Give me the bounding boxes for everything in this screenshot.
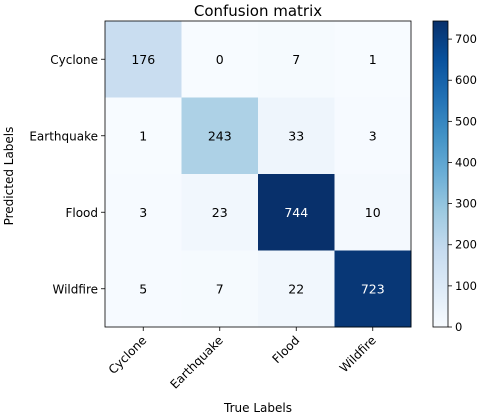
y-tick-label: Flood [65,206,98,220]
colorbar-tick-label: 100 [455,279,477,293]
heatmap-cell [181,97,259,175]
y-tick-label: Wildfire [53,282,99,296]
heatmap-cell [105,21,182,98]
colorbar-tick-label: 700 [455,32,477,46]
cell-value-label: 1 [139,128,147,143]
heatmap-cell [334,21,412,98]
heatmap-cell [334,250,412,328]
x-tick-label: Flood [269,333,302,366]
x-axis-ticks: Cyclone Earthquake Flood Wildfire [106,327,379,392]
x-tick-label: Earthquake [167,333,225,391]
cell-value-label: 10 [365,205,381,220]
colorbar-tick-label: 500 [455,114,477,128]
chart-title: Confusion matrix [194,2,322,20]
y-axis-label: Predicted Labels [2,127,16,226]
cell-value-label: 22 [288,281,304,296]
colorbar-ticks: 0 100 200 300 400 500 600 700 [448,32,477,334]
heatmap-cell [181,21,259,98]
cell-value-label: 23 [212,205,228,220]
colorbar-tick-label: 0 [455,320,462,334]
cell-value-label: 3 [369,128,377,143]
heatmap-cell [105,174,182,251]
heatmap-cell [334,174,412,251]
cell-value-label: 0 [216,52,224,67]
y-tick-label: Cyclone [50,53,98,67]
colorbar-tick-label: 300 [455,197,477,211]
cell-value-label: 723 [361,281,385,296]
colorbar-tick-label: 200 [455,238,477,252]
cell-value-label: 7 [216,281,224,296]
heatmap-cell [334,97,412,175]
y-axis-ticks: Cyclone Earthquake Flood Wildfire [29,53,105,296]
cell-value-label: 5 [139,281,147,296]
heatmap-cell [181,174,259,251]
heatmap-cell [258,97,335,175]
cell-value-label: 1 [369,52,377,67]
heatmap-cells [104,20,412,328]
heatmap-cell [258,174,335,251]
cell-value-label: 176 [131,52,155,67]
colorbar-tick-label: 400 [455,155,477,169]
heatmap-frame [104,20,412,328]
x-axis-label: True Labels [223,401,292,415]
heatmap-cell [258,21,335,98]
colorbar-tick-label: 600 [455,73,477,87]
cell-value-label: 243 [208,128,232,143]
heatmap-cell [105,250,182,328]
y-tick-label: Earthquake [29,129,98,143]
cell-value-label: 7 [292,52,300,67]
heatmap-cell-labels: 176 0 7 11 243 33 33 23 744 105 7 22 723 [131,52,384,297]
heatmap-cell [258,250,335,328]
colorbar [432,20,449,328]
cell-value-label: 3 [139,205,147,220]
cell-value-label: 33 [288,128,304,143]
cell-value-label: 744 [284,205,308,220]
heatmap-cell [181,250,259,328]
x-tick-label: Cyclone [106,333,150,377]
x-tick-label: Wildfire [337,333,379,375]
heatmap-cell [105,97,182,175]
